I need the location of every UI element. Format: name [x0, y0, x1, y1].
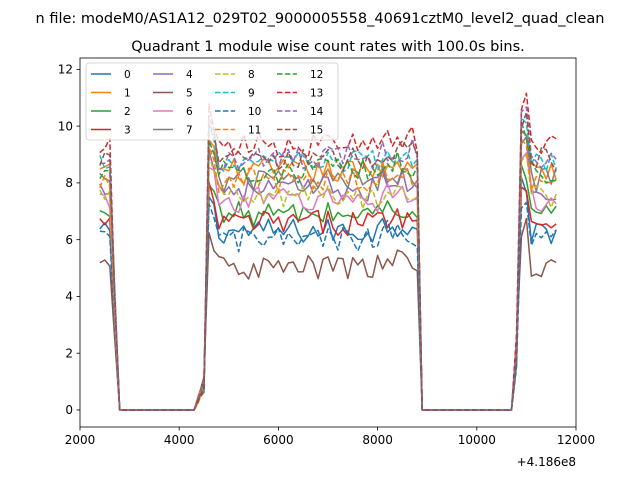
chart-title: Quadrant 1 module wise count rates with …	[131, 39, 525, 55]
series-15-line	[99, 111, 557, 411]
legend-label-3: 3	[124, 124, 131, 136]
legend-label-0: 0	[124, 69, 131, 81]
x-tick-label: 10000	[458, 433, 496, 447]
legend-label-10: 10	[248, 106, 261, 118]
y-tick-label: 2	[65, 346, 73, 360]
legend-label-9: 9	[248, 87, 255, 99]
figure-suptitle: n file: modeM0/AS1A12_029T02_9000005558_…	[36, 11, 605, 27]
x-offset-label: +4.186e8	[517, 455, 576, 469]
x-tick-label: 2000	[65, 433, 96, 447]
series-lines	[99, 92, 557, 411]
legend-label-15: 15	[310, 124, 323, 136]
legend-label-8: 8	[248, 69, 255, 81]
y-tick-label: 6	[65, 233, 73, 247]
x-tick-label: 6000	[263, 433, 294, 447]
legend-label-2: 2	[124, 106, 131, 118]
legend-label-12: 12	[310, 69, 323, 81]
y-tick-label: 0	[65, 403, 73, 417]
legend-frame	[85, 62, 339, 141]
y-tick-label: 10	[58, 119, 73, 133]
legend-label-7: 7	[186, 124, 193, 136]
y-tick-label: 4	[65, 290, 73, 304]
plot-frame	[79, 57, 577, 428]
x-axis: 2000 4000 6000 8000 10000 12000	[65, 427, 595, 447]
legend-label-5: 5	[186, 87, 193, 99]
legend-label-6: 6	[186, 106, 193, 118]
x-tick-label: 8000	[362, 433, 393, 447]
x-tick-label: 12000	[557, 433, 595, 447]
legend-label-14: 14	[310, 106, 324, 118]
legend-label-13: 13	[310, 87, 323, 99]
x-tick-label: 4000	[164, 433, 195, 447]
legend-label-11: 11	[248, 124, 261, 136]
legend-label-1: 1	[124, 87, 131, 99]
y-tick-label: 12	[58, 63, 73, 77]
y-axis: 0 2 4 6 8 10 12	[58, 63, 80, 417]
y-tick-label: 8	[65, 176, 73, 190]
legend-label-4: 4	[186, 69, 193, 81]
